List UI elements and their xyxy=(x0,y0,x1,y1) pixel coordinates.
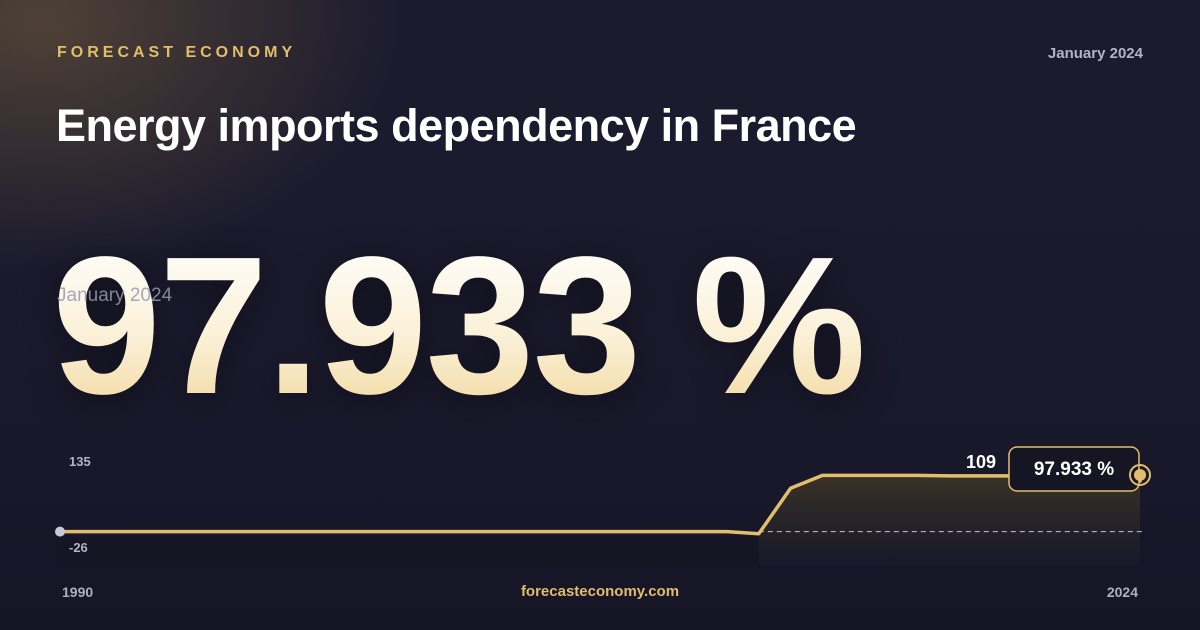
series-area xyxy=(758,475,1140,565)
brand-label: FORECAST ECONOMY xyxy=(57,44,297,61)
date-label: January 2024 xyxy=(1047,45,1143,62)
series-line xyxy=(58,473,1142,536)
x-axis-label-end: 2024 xyxy=(1106,584,1138,600)
y-tick-label-min: -26 xyxy=(69,540,88,555)
last-value-box xyxy=(1008,446,1140,492)
x-axis-label-start: 1990 xyxy=(62,584,94,600)
headline-value: 97.933 % xyxy=(52,216,866,435)
chart-title: Energy imports dependency in France xyxy=(56,100,857,151)
series-start-point xyxy=(55,526,65,537)
last-value-label: 97.933 % xyxy=(1034,459,1114,480)
peak-value-label: 109 xyxy=(966,452,996,472)
series-end-point xyxy=(1134,469,1146,481)
footer-website: forecasteconomy.com xyxy=(520,583,680,600)
y-tick-label-max: 135 xyxy=(69,454,91,469)
headline-date: January 2024 xyxy=(57,285,173,306)
series-end-ring xyxy=(1129,464,1151,486)
